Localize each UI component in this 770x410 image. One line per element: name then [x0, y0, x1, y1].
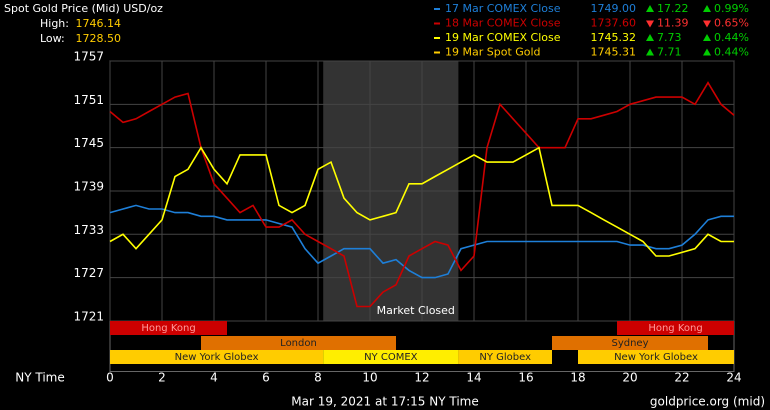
high-label: High: [40, 17, 69, 30]
legend-change: 7.73 [657, 31, 682, 44]
legend-name: 17 Mar COMEX Close [445, 2, 561, 15]
session-bar [552, 336, 708, 350]
y-tick-label: 1739 [73, 179, 104, 193]
series-line [109, 204, 734, 279]
x-tick-label: 0 [106, 371, 114, 385]
legend-price: 1745.32 [591, 31, 637, 44]
legend-name: 19 Mar Spot Gold [445, 46, 541, 59]
y-tick-label: 1733 [73, 223, 104, 237]
x-axis-label: NY Time [15, 371, 65, 385]
chart-title: Spot Gold Price (Mid) USD/oz [4, 2, 163, 15]
session-label: NY Globex [479, 352, 531, 363]
legend-price: 1749.00 [591, 2, 637, 15]
legend-price: 1737.60 [591, 17, 637, 30]
session-bar [201, 336, 396, 350]
legend-change: 17.22 [657, 2, 689, 15]
legend-swatch [434, 37, 440, 39]
low-value: 1728.50 [76, 32, 122, 45]
x-tick-label: 16 [518, 371, 533, 385]
x-tick-label: 10 [362, 371, 377, 385]
x-tick-label: 20 [622, 371, 637, 385]
source: goldprice.org (mid) [650, 395, 765, 409]
legend-price: 1745.31 [591, 46, 637, 59]
session-bar [110, 321, 227, 335]
legend-name: 18 Mar COMEX Close [445, 17, 561, 30]
y-tick-label: 1721 [73, 309, 104, 323]
x-tick-label: 18 [570, 371, 585, 385]
session-label: Hong Kong [648, 323, 702, 334]
session-label: New York Globex [614, 352, 698, 363]
timestamp: Mar 19, 2021 at 17:15 NY Time [291, 395, 478, 409]
legend-arrow [703, 34, 711, 41]
session-label: London [280, 338, 317, 349]
x-tick-label: 24 [726, 371, 741, 385]
x-tick-label: 8 [314, 371, 322, 385]
session-bar [458, 350, 552, 364]
x-tick-label: 14 [466, 371, 481, 385]
session-label: NY COMEX [364, 352, 418, 363]
legend-pct: 0.44% [714, 31, 749, 44]
legend-arrow [703, 20, 711, 28]
legend-arrow [646, 34, 654, 41]
y-tick-label: 1757 [73, 50, 104, 64]
x-tick-label: 2 [158, 371, 166, 385]
closed-label: Market Closed [377, 304, 455, 317]
x-tick-label: 4 [210, 371, 218, 385]
legend-pct: 0.44% [714, 46, 749, 59]
legend-pct: 0.65% [714, 17, 749, 30]
session-label: Sydney [611, 338, 648, 349]
y-tick-label: 1727 [73, 266, 104, 280]
session-bar [617, 321, 734, 335]
legend-swatch [434, 22, 440, 25]
legend-arrow [646, 48, 654, 56]
x-tick-label: 22 [674, 371, 689, 385]
session-bar [110, 350, 324, 364]
x-tick-label: 6 [262, 371, 270, 385]
session-label: Hong Kong [141, 323, 195, 334]
legend-change: 11.39 [657, 17, 689, 30]
high-value: 1746.14 [76, 17, 122, 30]
legend-arrow [646, 5, 654, 12]
y-tick-label: 1745 [73, 136, 104, 150]
low-label: Low: [40, 32, 65, 45]
y-tick-label: 1751 [73, 93, 104, 107]
legend-name: 19 Mar COMEX Close [445, 31, 561, 44]
legend-change: 7.71 [657, 46, 682, 59]
legend-arrow [703, 48, 711, 56]
legend-swatch [434, 8, 440, 10]
legend-arrow [646, 20, 654, 28]
x-tick-label: 12 [414, 371, 429, 385]
session-bar [578, 350, 734, 364]
legend-pct: 0.99% [714, 2, 749, 15]
series-line [109, 81, 735, 308]
legend-arrow [703, 5, 711, 12]
session-bar [323, 350, 459, 364]
session-label: New York Globex [175, 352, 259, 363]
series-line [109, 146, 734, 257]
legend-swatch [434, 51, 440, 54]
